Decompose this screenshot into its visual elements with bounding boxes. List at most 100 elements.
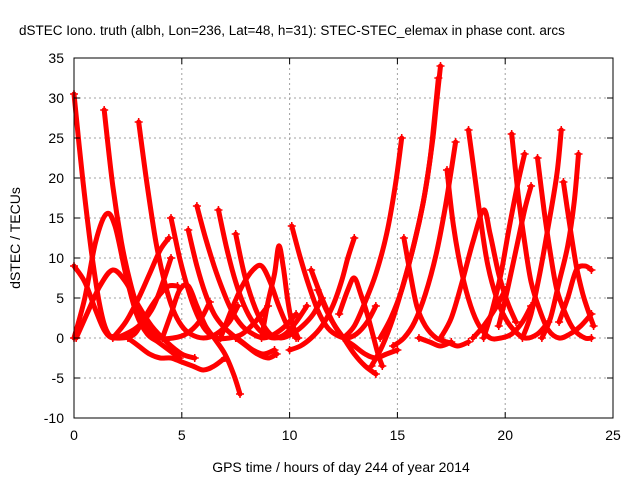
y-tick-label: 0 (56, 330, 64, 346)
series-arc-32 (494, 182, 536, 330)
data-point-marker (236, 390, 245, 398)
data-series-group (70, 62, 598, 398)
data-point-marker (158, 334, 167, 342)
data-point-marker (371, 302, 380, 310)
series-line (218, 262, 299, 341)
y-tick-label: 10 (48, 250, 64, 266)
series-line (556, 263, 594, 325)
y-tick-label: -5 (52, 370, 65, 386)
data-point-marker (350, 234, 359, 242)
series-arc-40 (414, 334, 456, 349)
series-arc-1 (70, 90, 182, 341)
series-line (496, 183, 534, 329)
data-point-marker (231, 334, 240, 342)
series-line (233, 335, 280, 361)
series-arc-34 (533, 154, 596, 342)
series-arc-38 (555, 263, 596, 326)
data-point-marker (436, 334, 445, 342)
plot-frame (73, 57, 614, 419)
data-point-marker (587, 266, 596, 274)
series-line (289, 223, 379, 341)
data-point-marker (574, 150, 583, 158)
data-point-marker (451, 138, 460, 146)
series-line (194, 203, 299, 341)
data-point-marker (397, 134, 406, 142)
x-tick-label: 0 (70, 427, 78, 443)
x-axis-label: GPS time / hours of day 244 of year 2014 (212, 459, 470, 475)
series-line (233, 231, 325, 341)
y-tick-label: 35 (48, 50, 64, 66)
axis-ticks: 0 5 10 15 20 25 -10 -5 0 5 10 15 20 25 30 35 (44, 50, 621, 443)
y-tick-label: 5 (56, 290, 64, 306)
data-point-marker (587, 334, 596, 342)
data-point-marker (555, 318, 564, 326)
data-point-marker (108, 334, 117, 342)
series-line (259, 243, 301, 341)
data-point-marker (414, 334, 423, 342)
data-point-marker (442, 166, 451, 174)
y-tick-label: 30 (48, 90, 64, 106)
data-point-marker (100, 106, 109, 114)
data-point-marker (501, 286, 510, 294)
series-line (416, 335, 454, 349)
series-line (159, 282, 243, 397)
data-point-marker (123, 334, 132, 342)
data-point-marker (393, 346, 402, 354)
data-point-marker (559, 178, 568, 186)
x-tick-label: 15 (390, 427, 406, 443)
data-point-marker (302, 302, 311, 310)
series-arc-18 (287, 222, 380, 341)
series-line (125, 335, 228, 373)
data-point-marker (376, 334, 385, 342)
data-point-marker (184, 226, 193, 234)
series-line (71, 255, 174, 341)
series-line (71, 91, 180, 341)
data-point-marker (436, 62, 445, 70)
series-arc-9 (158, 282, 245, 398)
data-point-marker (479, 334, 488, 342)
data-point-marker (167, 214, 176, 222)
series-line (390, 139, 459, 349)
series-arc-26 (389, 138, 460, 350)
series-line (369, 75, 441, 369)
data-point-marker (231, 230, 240, 238)
series-line (519, 127, 564, 341)
data-point-marker (335, 310, 344, 318)
data-point-marker (216, 334, 225, 342)
series-line (73, 267, 198, 361)
data-point-marker (399, 234, 408, 242)
y-tick-label: -10 (44, 410, 64, 426)
data-point-marker (447, 338, 456, 346)
data-point-marker (192, 202, 201, 210)
data-point-marker (468, 334, 477, 342)
series-arc-24 (367, 74, 443, 370)
x-tick-label: 25 (605, 427, 621, 443)
series-arc-23 (339, 134, 406, 342)
data-point-marker (511, 318, 520, 326)
data-point-marker (167, 254, 176, 262)
series-line (539, 151, 581, 341)
data-point-marker (520, 150, 529, 158)
data-point-marker (220, 354, 229, 362)
data-point-marker (389, 342, 398, 350)
data-point-marker (134, 118, 143, 126)
data-point-marker (307, 266, 316, 274)
data-point-marker (367, 362, 376, 370)
series-arc-6 (134, 118, 242, 341)
data-point-marker (557, 126, 566, 134)
series-arc-36 (518, 126, 566, 342)
data-point-marker (257, 334, 266, 342)
series-arc-39 (468, 286, 510, 342)
y-axis-label: dSTEC / TECUs (7, 187, 23, 289)
data-point-marker (294, 334, 303, 342)
data-point-marker (507, 130, 516, 138)
series-arc-25 (376, 62, 445, 342)
series-line (341, 135, 405, 341)
data-point-marker (464, 338, 473, 346)
series-arc-27 (399, 234, 473, 349)
data-point-marker (537, 334, 546, 342)
data-point-marker (272, 350, 281, 358)
y-tick-label: 20 (48, 170, 64, 186)
series-arc-37 (537, 150, 583, 342)
